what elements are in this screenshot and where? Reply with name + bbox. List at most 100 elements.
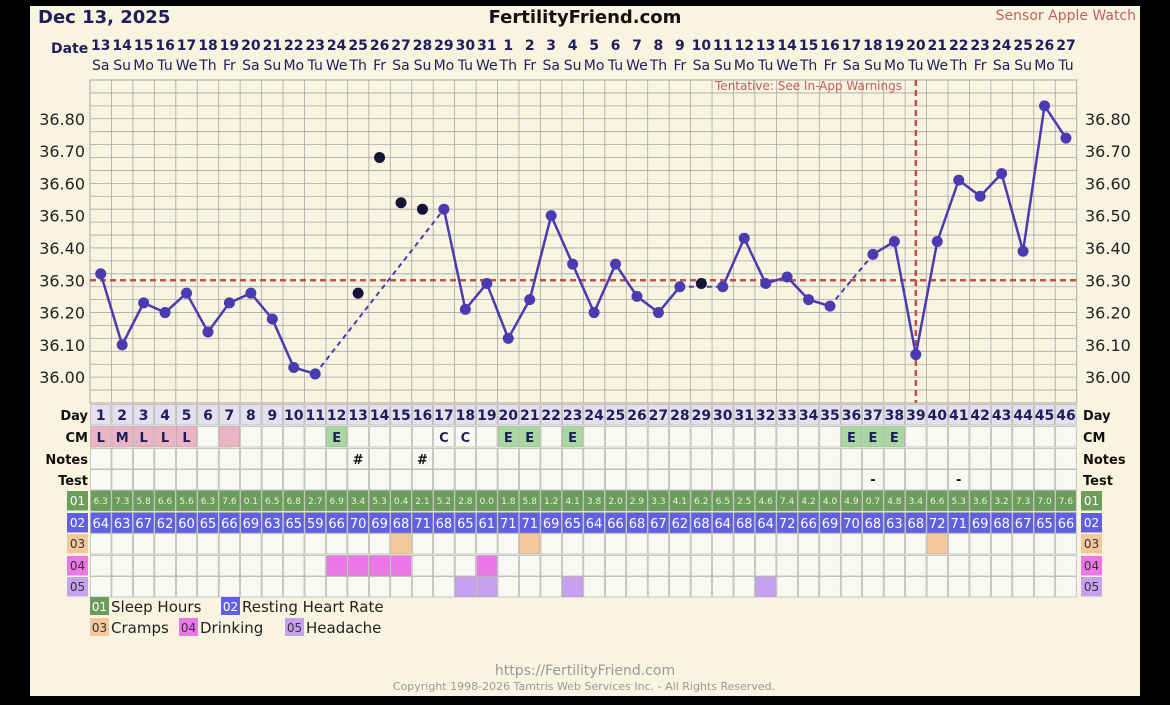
temperature-point[interactable] — [567, 258, 579, 270]
temperature-point[interactable] — [223, 297, 235, 309]
temperature-point[interactable] — [996, 168, 1008, 180]
cm-cell — [647, 426, 669, 448]
notes-cell — [1012, 448, 1034, 470]
temperature-point[interactable] — [288, 361, 300, 373]
rhr-cell — [497, 512, 519, 534]
temperature-line-segment — [464, 282, 488, 311]
sleep-value: 2.5 — [737, 497, 751, 507]
temperature-point[interactable] — [910, 349, 922, 361]
temperature-point[interactable] — [438, 203, 450, 215]
temperature-line-segment — [121, 302, 145, 346]
rhr-cell — [326, 512, 348, 534]
temperature-point[interactable] — [717, 281, 729, 293]
temperature-point[interactable] — [1017, 245, 1029, 257]
sleep-value: 7.4 — [780, 497, 795, 507]
cm-cell — [176, 426, 198, 448]
temperature-point[interactable] — [545, 210, 557, 222]
temperature-point[interactable] — [588, 307, 600, 319]
temperature-point[interactable] — [953, 174, 965, 186]
temperature-point[interactable] — [888, 236, 900, 247]
temperature-point[interactable] — [760, 277, 772, 289]
temperature-point[interactable] — [181, 287, 193, 299]
temperature-point[interactable] — [116, 339, 128, 351]
rhr-cell — [562, 512, 584, 534]
drinking-cell — [497, 555, 519, 577]
rhr-value: 64 — [715, 517, 732, 532]
temperature-point-discarded[interactable] — [395, 197, 407, 209]
rhr-cell — [1012, 512, 1034, 534]
footer-url[interactable]: https://FertilityFriend.com — [495, 663, 675, 679]
notes-cell — [111, 448, 133, 470]
cramps-cell — [519, 533, 541, 555]
rhr-value: 64 — [92, 517, 109, 532]
cm-value: E — [847, 431, 856, 446]
y-tick-left: 36.70 — [39, 142, 85, 161]
cm-cell — [133, 426, 155, 448]
temperature-point[interactable] — [459, 303, 471, 315]
rhr-value: 63 — [886, 517, 903, 532]
custom-code-badge-left — [67, 534, 88, 554]
temperature-line-segment — [314, 208, 445, 375]
day-cell — [647, 404, 669, 426]
custom-code-badge-right — [1081, 491, 1102, 511]
drinking-cell — [326, 555, 348, 577]
temperature-point[interactable] — [803, 294, 815, 306]
temperature-point-discarded[interactable] — [695, 277, 707, 289]
temperature-point[interactable] — [974, 190, 986, 202]
rhr-value: 68 — [393, 517, 410, 532]
temperature-point-discarded[interactable] — [374, 152, 386, 164]
cm-cell — [369, 426, 391, 448]
legend-label: Cramps — [111, 619, 169, 637]
temperature-point[interactable] — [524, 294, 536, 306]
headache-cell — [197, 576, 219, 598]
temperature-point[interactable] — [674, 281, 686, 293]
temperature-point[interactable] — [824, 300, 836, 312]
legend-label: Sleep Hours — [111, 598, 202, 616]
row-label-left: Notes — [45, 453, 88, 468]
rhr-cell — [583, 512, 605, 534]
sleep-value: 3.3 — [651, 497, 665, 507]
temperature-point[interactable] — [266, 313, 278, 325]
legend-label: Resting Heart Rate — [242, 598, 384, 616]
rhr-cell — [176, 512, 198, 534]
weekday-label: We — [776, 58, 798, 74]
headache-cell — [1055, 576, 1077, 598]
temperature-point[interactable] — [202, 326, 214, 338]
day-cell — [326, 404, 348, 426]
test-cell — [133, 469, 155, 491]
temperature-point[interactable] — [631, 290, 643, 302]
cramps-cell — [1055, 533, 1077, 555]
temperature-point[interactable] — [309, 368, 321, 380]
day-cell — [411, 404, 434, 426]
custom-code-right: 05 — [1084, 580, 1099, 594]
temperature-point-discarded[interactable] — [416, 203, 428, 215]
drinking-cell — [197, 555, 219, 577]
temperature-point[interactable] — [95, 268, 107, 280]
cramps-cell — [905, 533, 927, 555]
temperature-point[interactable] — [931, 236, 943, 247]
cycle-day-number: 45 — [1035, 408, 1054, 424]
cycle-day-number: 36 — [842, 408, 861, 424]
temperature-point[interactable] — [867, 248, 879, 260]
temperature-point[interactable] — [502, 332, 514, 344]
temperature-point[interactable] — [159, 307, 171, 319]
sleep-value: 2.8 — [458, 497, 473, 507]
day-cell — [197, 404, 219, 426]
sleep-cell — [798, 490, 820, 512]
rhr-cell — [604, 512, 627, 534]
temperature-point-discarded[interactable] — [352, 287, 364, 299]
test-cell — [840, 469, 863, 491]
temperature-point[interactable] — [610, 258, 622, 270]
temperature-point[interactable] — [652, 307, 664, 319]
rhr-value: 63 — [264, 517, 281, 532]
temperature-point[interactable] — [738, 232, 750, 244]
temperature-point[interactable] — [138, 297, 150, 309]
temperature-point[interactable] — [1060, 132, 1072, 144]
temperature-point[interactable] — [481, 277, 493, 289]
test-cell — [476, 469, 498, 491]
temperature-point[interactable] — [1039, 100, 1051, 112]
temperature-point[interactable] — [781, 271, 793, 283]
headache-cell — [1034, 576, 1056, 598]
temperature-point[interactable] — [245, 287, 257, 299]
day-cell — [583, 404, 605, 426]
